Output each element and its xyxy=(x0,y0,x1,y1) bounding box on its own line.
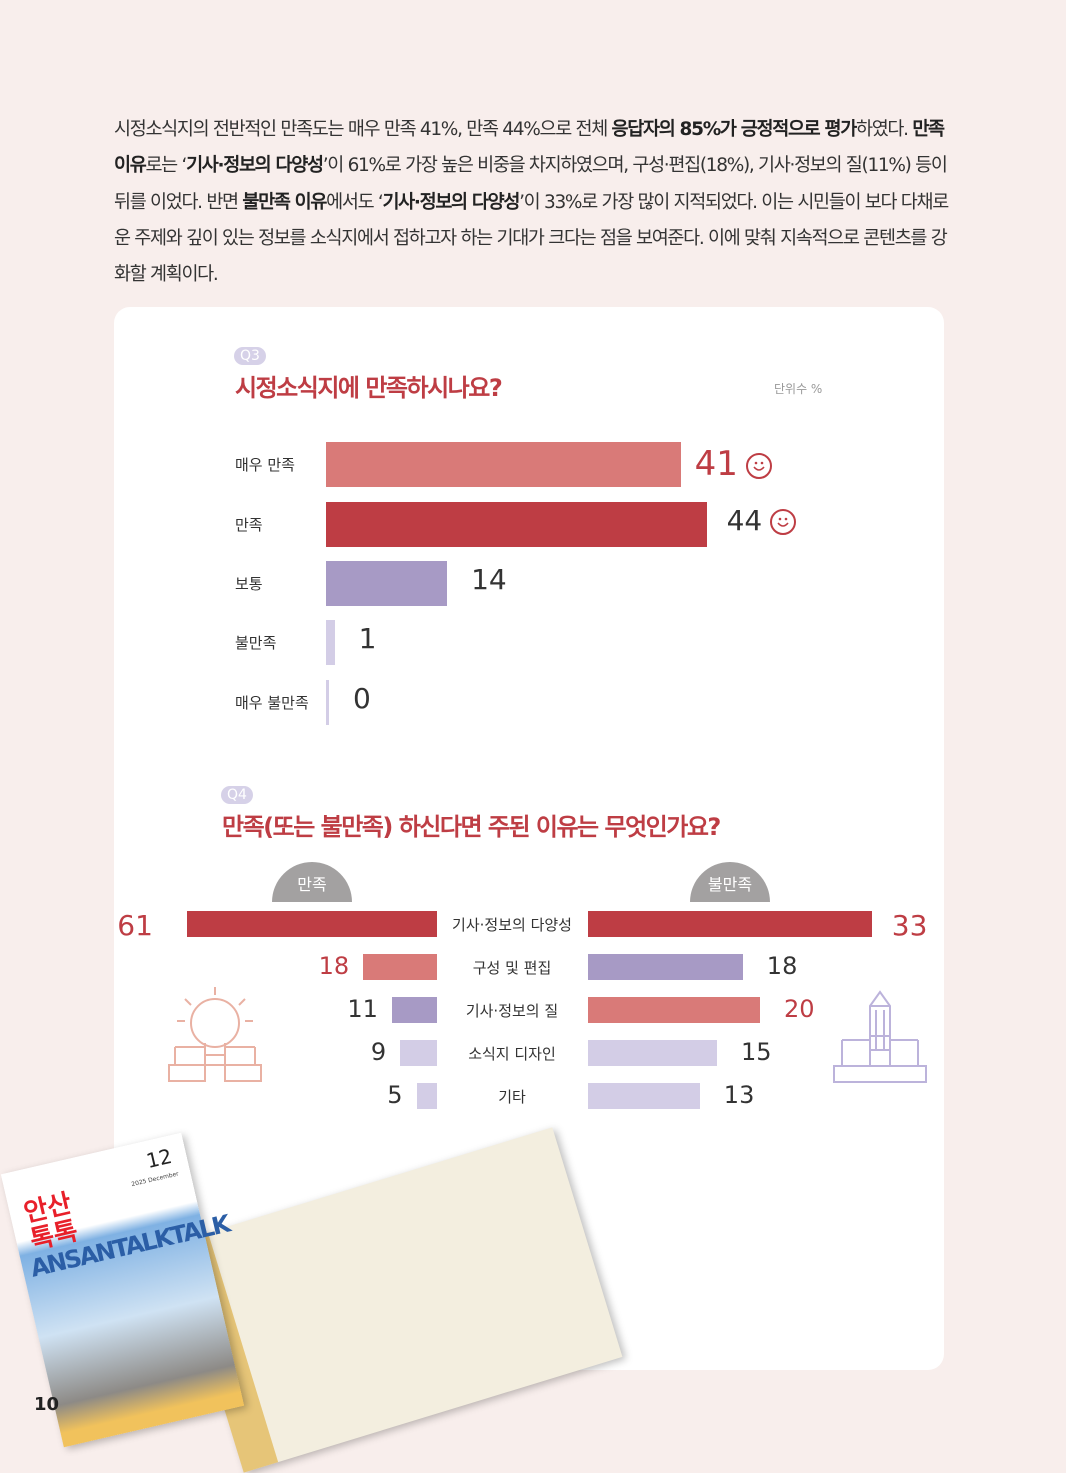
satisfied-value: 61 xyxy=(117,909,153,942)
satisfied-bar xyxy=(416,1083,437,1109)
q4-tag: Q4 xyxy=(221,786,253,804)
q4-category-label: 기사·정보의 다양성 xyxy=(452,916,572,934)
dissatisfied-value: 13 xyxy=(723,1081,755,1109)
satisfied-value: 18 xyxy=(318,952,350,980)
satisfied-value: 9 xyxy=(370,1038,387,1066)
dissatisfied-bar xyxy=(588,997,760,1023)
dissatisfied-value: 33 xyxy=(891,909,928,942)
q4-category-label: 기타 xyxy=(498,1088,526,1106)
satisfied-value: 11 xyxy=(347,995,378,1023)
q3-category-label: 매우 불만족 xyxy=(235,694,309,712)
q3-category-label: 만족 xyxy=(235,516,263,534)
q3-tag: Q3 xyxy=(234,347,266,365)
q4-category-label: 구성 및 편집 xyxy=(472,959,552,977)
q3-title: 시정소식지에 만족하시나요? xyxy=(235,374,503,402)
q3-value: 44 xyxy=(726,504,763,537)
q3-category-label: 불만족 xyxy=(235,634,277,652)
dissatisfied-bar xyxy=(588,1083,700,1109)
satisfied-bar xyxy=(363,954,437,980)
q3-bar xyxy=(326,442,681,487)
unit-label: 단위수 % xyxy=(774,382,823,396)
q3-value-label: 44 xyxy=(727,504,797,537)
pencil-book-icon xyxy=(833,990,927,1083)
satisfied-bar xyxy=(391,997,437,1023)
q3-category-label: 보통 xyxy=(235,575,263,593)
page-number: 10 xyxy=(34,1394,60,1415)
q3-value: 14 xyxy=(471,563,507,596)
q3-value: 41 xyxy=(694,444,738,484)
dissatisfied-bar xyxy=(588,911,872,937)
q3-value-label: 14 xyxy=(471,563,507,596)
lightbulb-book-icon xyxy=(168,987,262,1082)
q4-category-label: 소식지 디자인 xyxy=(468,1045,556,1063)
dissatisfied-bar xyxy=(588,954,743,980)
smiley-icon xyxy=(745,452,772,479)
dissatisfied-value: 15 xyxy=(741,1038,772,1066)
q3-category-label: 매우 만족 xyxy=(235,456,295,474)
q4-title: 만족(또는 불만족) 하신다면 주된 이유는 무엇인가요? xyxy=(222,813,721,841)
smiley-icon xyxy=(770,509,797,535)
dissatisfied-value: 20 xyxy=(784,995,815,1023)
satisfied-bar xyxy=(400,1040,437,1066)
q3-value-label: 1 xyxy=(359,622,377,655)
q3-value: 1 xyxy=(358,622,377,655)
q3-value-label: 41 xyxy=(695,444,772,484)
q3-bar xyxy=(326,680,329,725)
dissatisfied-bar xyxy=(588,1040,717,1066)
summary-paragraph: 시정소식지의 전반적인 만족도는 매우 만족 41%, 만족 44%으로 전체 … xyxy=(114,119,949,286)
q3-value: 0 xyxy=(353,682,371,715)
q4-category-label: 기사·정보의 질 xyxy=(465,1002,559,1020)
satisfied-value: 5 xyxy=(387,1081,403,1109)
satisfied-bar xyxy=(186,911,437,937)
q3-bar xyxy=(326,561,448,606)
dissatisfied-value: 18 xyxy=(766,952,798,980)
q3-value-label: 0 xyxy=(353,682,371,715)
q3-bar xyxy=(326,620,335,665)
q3-bar xyxy=(326,502,707,547)
